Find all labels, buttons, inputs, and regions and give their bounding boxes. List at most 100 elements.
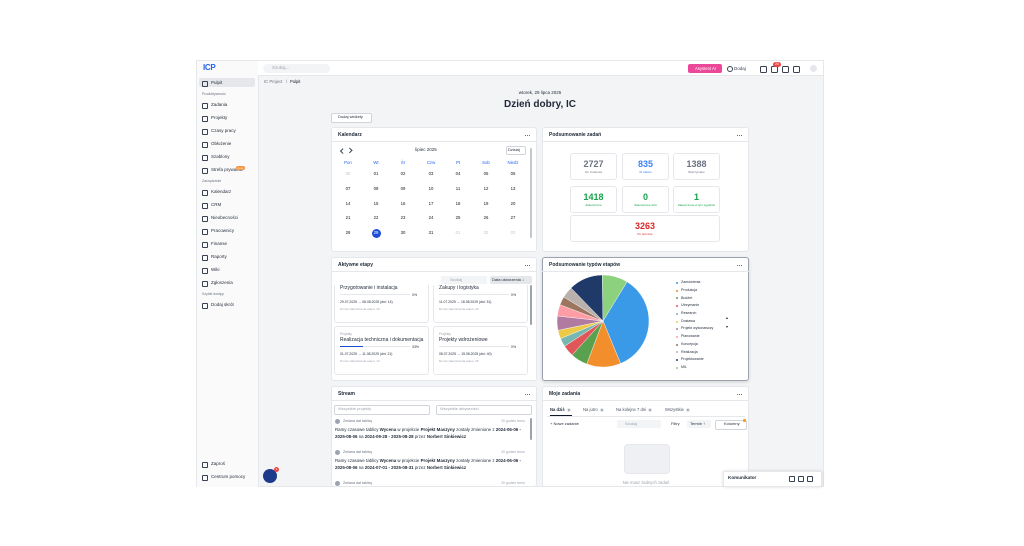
messenger-panel[interactable] [723,471,822,487]
calendar-day[interactable]: 29 [373,230,379,236]
calendar-day[interactable]: 30 [345,171,351,176]
legend-label[interactable]: Koncepcja [681,341,698,346]
calendar-day[interactable]: 18 [455,200,461,206]
legend-label[interactable]: Dostawa [681,318,695,323]
calendar-day[interactable]: 01 [455,230,461,236]
calendar-day[interactable]: 23 [400,215,406,221]
nav-item[interactable]: Obłożenie [211,141,232,146]
calendar-day[interactable]: 02 [483,230,489,236]
nav-item[interactable]: Kalendarz [211,189,232,194]
calendar-day[interactable]: 04 [455,171,461,176]
toolbar-icon[interactable] [793,66,800,73]
calendar-day[interactable]: 28 [345,230,351,236]
pie-slice[interactable] [602,274,628,322]
filter-select[interactable] [436,405,532,415]
legend-label[interactable]: Planowanie [681,334,700,339]
calendar-day[interactable]: 15 [373,200,379,206]
task-tab[interactable]: Wszystkie [665,407,684,412]
nav-item[interactable]: Zgłoszenia [211,280,233,285]
nav-item[interactable]: Raporty [211,254,227,259]
nav-item[interactable]: Dodaj skrót [211,302,234,307]
calendar-day[interactable]: 14 [345,200,351,206]
nav-item[interactable]: Projekty [211,115,228,120]
task-tab[interactable]: Na jutro [583,407,598,412]
columns-button[interactable] [715,420,747,430]
legend-label[interactable]: Utrzymanie [681,303,700,308]
calendar-day[interactable]: 01 [373,171,379,176]
avatar[interactable] [810,65,817,72]
nav-item[interactable]: Czasy pracy [211,128,236,133]
calendar-day[interactable]: 27 [510,215,516,221]
calendar-day[interactable]: 12 [483,185,489,191]
task-tab[interactable]: Na dziś [550,407,565,412]
add-label[interactable]: Dodaj [734,65,746,71]
calendar-day[interactable]: 08 [373,185,379,191]
legend-label[interactable]: Budżet [681,295,693,300]
search-box[interactable] [263,64,330,73]
legend-up[interactable] [726,317,728,319]
filter-select[interactable] [334,405,430,415]
task-search[interactable] [617,420,661,428]
nav-item[interactable]: Centrum pomocy [211,474,246,479]
calendar-day[interactable]: 21 [345,215,351,221]
ai-button[interactable] [688,64,722,73]
calendar-day[interactable]: 20 [510,200,516,206]
stage-search[interactable] [441,276,487,284]
chat-button[interactable] [263,469,277,483]
calendar-day[interactable]: 02 [400,171,406,176]
calendar-day[interactable]: 03 [510,230,516,236]
calendar-day[interactable]: 05 [483,171,489,176]
nav-item[interactable]: Pulpit [211,80,223,85]
today-button[interactable] [506,146,526,155]
legend-label[interactable]: Projektowanie [681,357,704,362]
task-tab[interactable]: Na kolejne 7 dni [616,407,647,412]
calendar-day[interactable]: 31 [428,230,434,236]
stage-card[interactable] [433,326,528,375]
calendar-day[interactable]: 03 [428,171,434,176]
calendar-day[interactable]: 11 [455,185,461,191]
legend-label[interactable]: Research [681,311,697,315]
legend-label[interactable]: Projekt wykonawczy [681,326,714,331]
calendar-day[interactable]: 25 [455,215,461,221]
stage-card[interactable] [433,285,528,323]
add-widgets-button[interactable] [331,113,372,123]
nav-item[interactable]: Zadania [211,102,228,107]
nav-item[interactable]: Zaproś [211,461,226,466]
toolbar-icon[interactable] [760,66,767,73]
calendar-day[interactable]: 06 [510,171,516,176]
filters[interactable]: Filtry [671,421,680,426]
nav-item[interactable]: Strefa prywatna [211,167,243,172]
stage-card[interactable] [334,285,429,323]
legend-label[interactable]: Realizacja [681,349,698,354]
messenger-icon[interactable] [798,475,804,482]
nav-item[interactable]: Szablony [211,154,230,159]
nav-item[interactable]: Finanse [211,241,228,246]
new-task[interactable]: + Nowe zadanie [550,421,579,426]
stage-card[interactable] [334,326,429,375]
calendar-day[interactable]: 17 [428,200,434,206]
nav-item[interactable]: CRM [211,202,222,207]
calendar-day[interactable]: 07 [345,185,351,191]
calendar-day[interactable]: 24 [428,215,434,221]
calendar-day[interactable]: 10 [428,185,434,191]
messenger-icon[interactable] [789,475,795,482]
stage-sort[interactable] [490,276,532,284]
nav-item[interactable]: Wiki [211,267,220,272]
deadline-button[interactable] [687,420,711,428]
calendar-day[interactable]: 26 [483,215,489,221]
calendar-day[interactable]: 19 [483,200,489,206]
pie-slice[interactable] [602,281,650,364]
legend-down[interactable] [726,326,728,328]
legend-label[interactable]: MIL [681,364,687,369]
messenger-icon[interactable] [807,475,813,482]
calendar-day[interactable]: 22 [373,215,379,221]
calendar-day[interactable]: 16 [400,200,406,206]
legend-label[interactable]: Produkcja [681,287,697,292]
nav-item[interactable]: Pracownicy [211,228,235,233]
legend-label[interactable]: Zamówienia [681,280,701,285]
nav-item[interactable]: Nieobecności [211,215,239,220]
calendar-day[interactable]: 30 [400,230,406,236]
calendar-day[interactable]: 09 [400,185,406,191]
calendar-day[interactable]: 13 [510,185,516,191]
toolbar-icon[interactable] [782,66,789,73]
